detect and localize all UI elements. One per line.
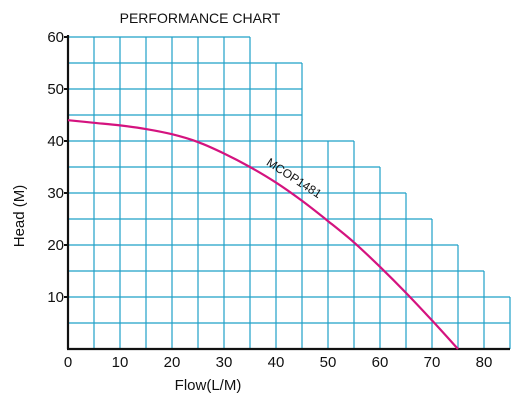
x-tick-label: 50 xyxy=(320,354,337,371)
y-tick-label: 60 xyxy=(47,29,64,46)
x-tick-label: 80 xyxy=(476,354,493,371)
tick-labels: 0 10 20 30 40 50 60 70 80 10 20 30 40 50 60 xyxy=(47,29,492,371)
x-tick-label: 30 xyxy=(216,354,233,371)
series: MCOP1481 xyxy=(67,119,459,350)
axes xyxy=(64,35,510,351)
series-line xyxy=(67,119,459,350)
y-tick-label: 20 xyxy=(47,237,64,254)
y-tick-label: 50 xyxy=(47,81,64,98)
x-tick-label: 20 xyxy=(164,354,181,371)
x-axis-label: Flow(L/M) xyxy=(175,377,242,394)
x-tick-label: 70 xyxy=(424,354,441,371)
y-axis-label: Head (M) xyxy=(11,185,28,248)
grid xyxy=(68,36,511,349)
x-tick-label: 10 xyxy=(112,354,129,371)
x-tick-label: 40 xyxy=(268,354,285,371)
x-tick-label: 60 xyxy=(372,354,389,371)
y-tick-label: 30 xyxy=(47,185,64,202)
x-tick-label: 0 xyxy=(64,354,72,371)
y-tick-label: 40 xyxy=(47,133,64,150)
y-tick-label: 10 xyxy=(47,289,64,306)
chart-title: PERFORMANCE CHART xyxy=(120,10,281,26)
